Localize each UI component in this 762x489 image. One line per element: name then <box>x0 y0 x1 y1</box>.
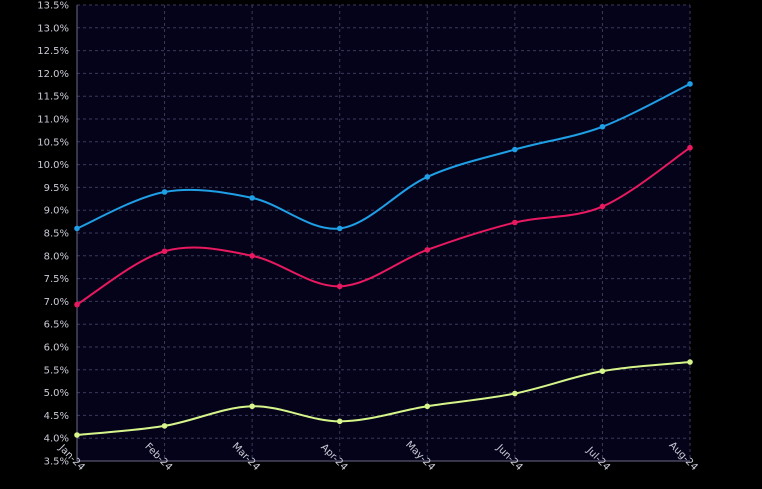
series-2-point <box>161 248 168 255</box>
series-2-point <box>336 283 343 290</box>
series-lines <box>74 81 693 438</box>
series-1-point <box>161 189 168 195</box>
series-2-point <box>687 144 693 151</box>
y-tick-label: 8.5% <box>44 229 69 240</box>
series-1-point <box>249 195 255 201</box>
series-2-point <box>512 219 518 226</box>
series-1-point <box>74 225 80 232</box>
y-axis-ticks: 3.5% 4.0% 4.5% 5.0% 5.5% 6.0% 6.5% 7.0% 7.5% 8.0%… <box>37 1 69 468</box>
y-tick-label: 9.0% <box>44 206 69 217</box>
series-1-point <box>424 174 431 180</box>
y-tick-label: 12.5% <box>37 46 69 57</box>
y-tick-label: 11.0% <box>37 115 69 126</box>
y-tick-label: 6.5% <box>44 320 69 331</box>
series-line-1 <box>76 82 691 230</box>
y-tick-label: 8.0% <box>44 251 69 262</box>
series-2-point <box>74 301 80 308</box>
series-1-point <box>599 123 606 130</box>
series-2-point <box>249 253 255 259</box>
y-tick-label: 4.5% <box>44 411 69 422</box>
series-1-point <box>336 225 343 232</box>
y-tick-label: 9.5% <box>44 183 69 194</box>
y-tick-label: 3.5% <box>44 457 69 468</box>
y-tick-label: 7.0% <box>44 297 69 308</box>
y-tick-label: 7.5% <box>44 274 69 285</box>
y-tick-label: 11.5% <box>37 92 69 103</box>
series-3-point <box>687 359 693 365</box>
series-3-point <box>74 432 80 438</box>
series-3-point <box>424 403 431 410</box>
series-1-point <box>512 146 518 153</box>
y-tick-label: 6.0% <box>44 343 69 354</box>
grid <box>76 4 691 462</box>
y-tick-label: 10.5% <box>37 137 69 148</box>
y-tick-label: 13.5% <box>37 1 69 12</box>
series-3-point <box>336 418 343 425</box>
series-line-3 <box>76 361 691 437</box>
y-tick-label: 4.0% <box>44 434 69 445</box>
series-3-point <box>512 390 518 397</box>
series-2-point <box>599 203 606 210</box>
series-3-point <box>599 368 606 374</box>
y-tick-label: 12.0% <box>37 69 69 80</box>
y-tick-label: 5.0% <box>44 388 69 399</box>
series-1-point <box>687 81 693 87</box>
y-tick-label: 5.5% <box>44 365 69 376</box>
y-tick-label: 10.0% <box>37 160 69 171</box>
series-line-2 <box>76 146 691 306</box>
series-3-point <box>249 403 255 410</box>
series-2-point <box>424 247 431 253</box>
y-tick-label: 13.0% <box>37 23 69 34</box>
series-3-point <box>161 423 168 429</box>
